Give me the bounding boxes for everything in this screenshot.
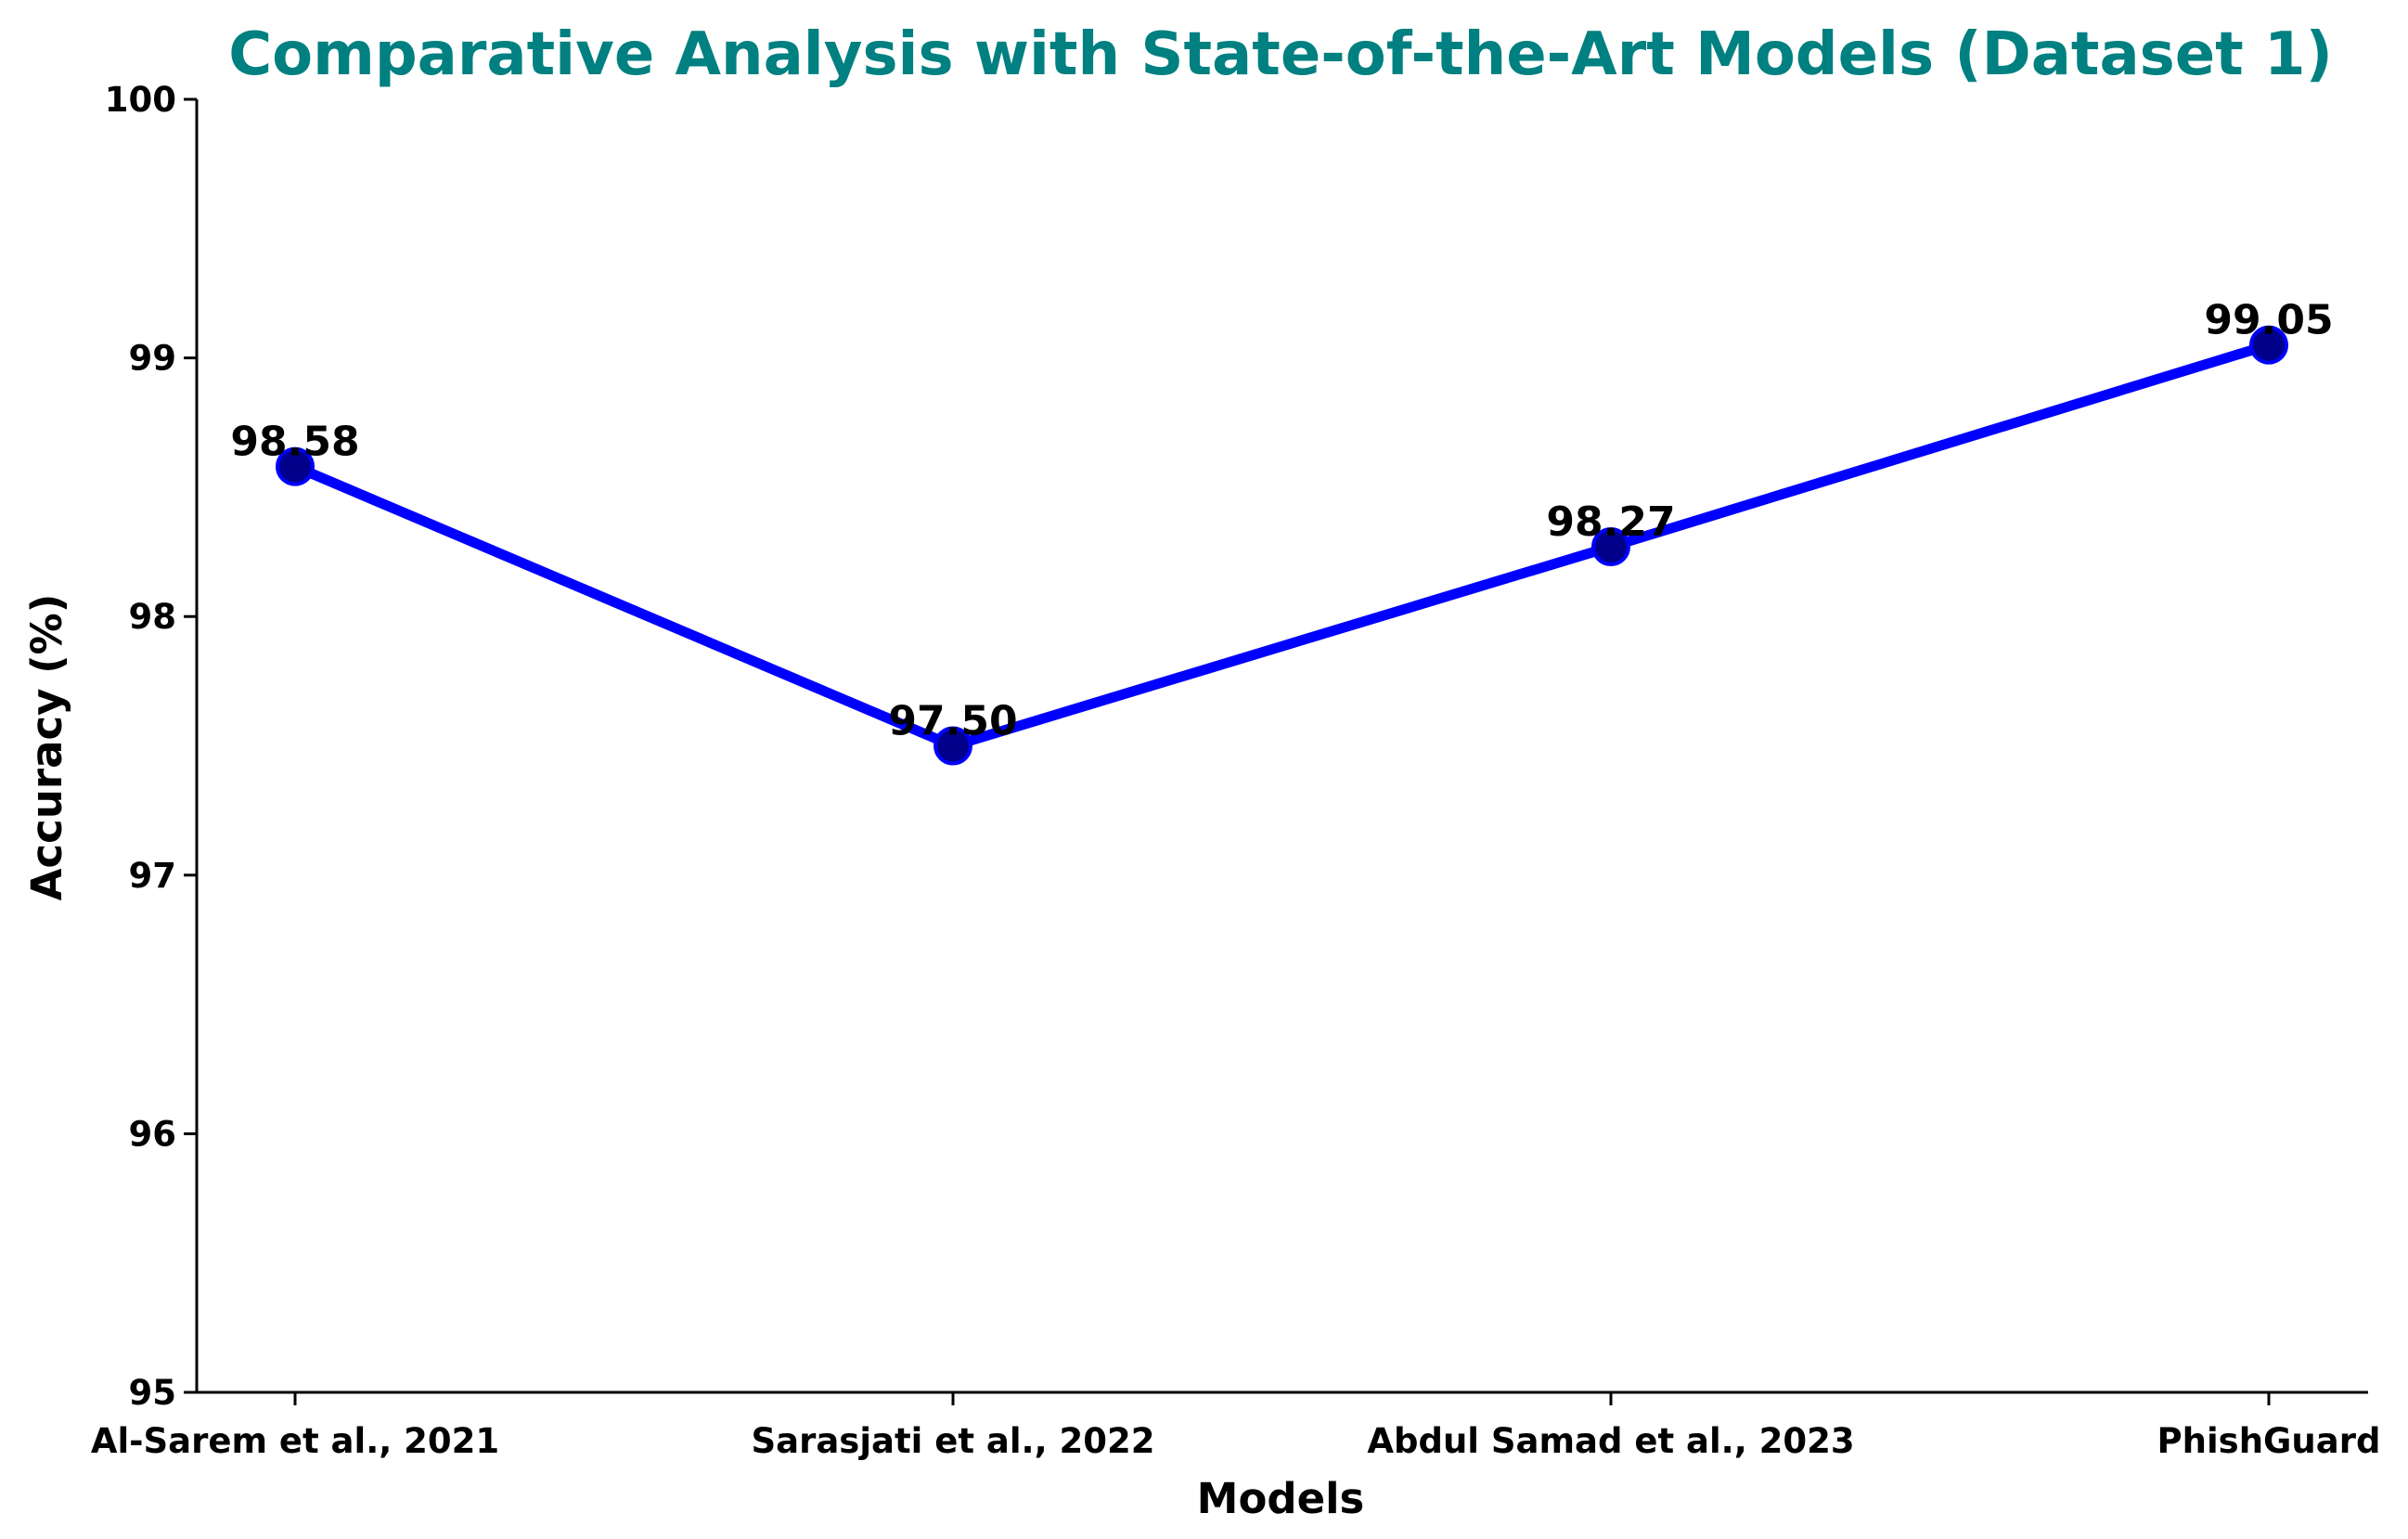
y-tick-label: 95	[129, 1373, 177, 1413]
chart-title: Comparative Analysis with State-of-the-A…	[228, 20, 2333, 89]
data-label: 97.50	[888, 698, 1017, 745]
data-label: 98.27	[1546, 498, 1675, 546]
x-axis-label: Models	[1197, 1474, 1365, 1523]
y-tick-label: 97	[129, 856, 177, 896]
data-point	[1591, 526, 1630, 566]
data-point	[2249, 325, 2288, 365]
y-axis-label: Accuracy (%)	[22, 594, 71, 901]
y-tick-label: 96	[129, 1114, 177, 1154]
data-label: 98.58	[230, 419, 359, 466]
series-line	[292, 340, 2271, 752]
y-tick-label: 99	[129, 339, 177, 379]
plot-area: 95 96 97 98 99 100 Al-Sarem et al., 2021 Sarasj…	[91, 80, 2381, 1461]
y-tick-label: 100	[105, 80, 176, 120]
y-tick-label: 98	[129, 597, 177, 637]
data-point	[934, 726, 972, 766]
x-tick-label: Sarasjati et al., 2022	[751, 1421, 1154, 1461]
x-tick-label: Abdul Samad et al., 2023	[1367, 1421, 1854, 1461]
data-point	[276, 446, 315, 486]
data-label: 99.05	[2204, 297, 2333, 344]
x-tick-label: Al-Sarem et al., 2021	[91, 1421, 499, 1461]
x-tick-label: PhishGuard	[2157, 1421, 2381, 1461]
